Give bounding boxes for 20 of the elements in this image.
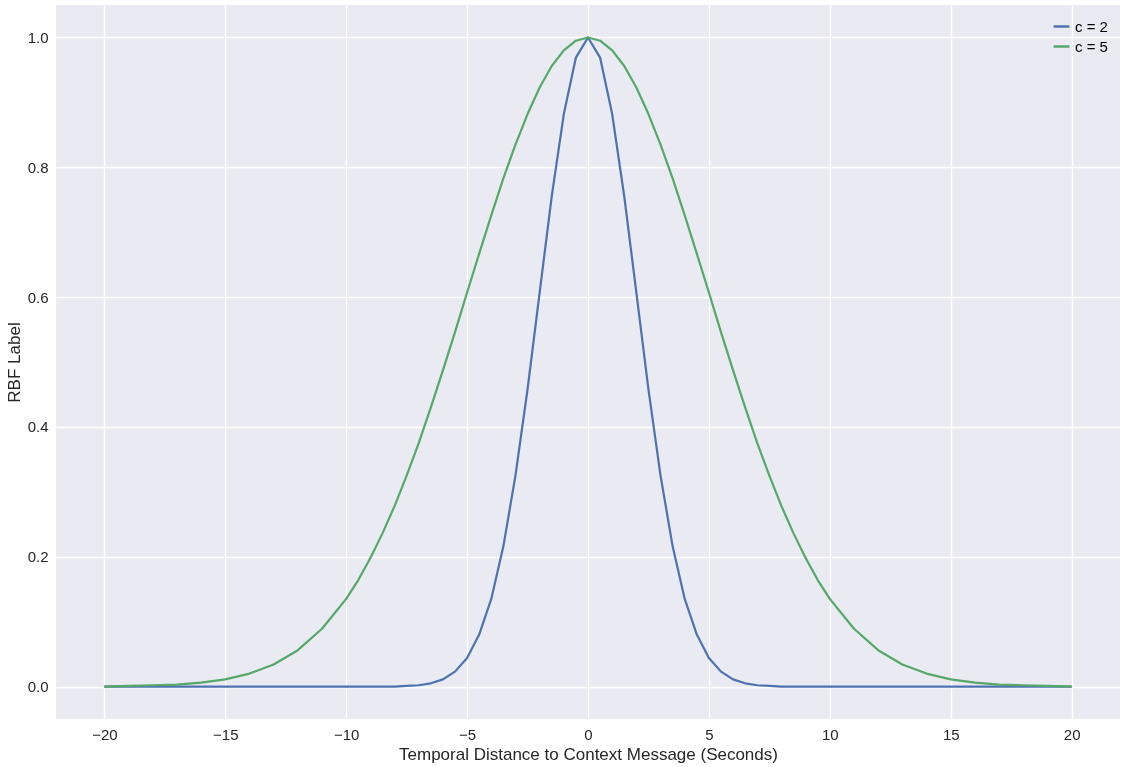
y-tick-label: 0.4 xyxy=(27,418,49,436)
legend-label: c = 2 xyxy=(1075,17,1108,35)
x-tick-label: −15 xyxy=(213,725,239,743)
y-tick-label: 1.0 xyxy=(27,28,49,46)
y-tick-label: 0.8 xyxy=(27,158,49,176)
x-tick-label: −5 xyxy=(459,725,477,743)
x-tick-label: 15 xyxy=(942,725,960,743)
y-tick-label: 0.2 xyxy=(27,548,49,566)
legend-label: c = 5 xyxy=(1075,37,1108,55)
y-axis-title: RBF Label xyxy=(4,322,24,403)
x-tick-label: 20 xyxy=(1063,725,1081,743)
y-tick-label: 0.0 xyxy=(27,678,49,696)
x-tick-label: −10 xyxy=(333,725,360,743)
x-tick-label: 10 xyxy=(821,725,839,743)
x-axis-title: Temporal Distance to Context Message (Seconds) xyxy=(399,744,778,764)
x-tick-label: 0 xyxy=(584,725,593,743)
line-series xyxy=(103,36,1073,688)
x-tick-label: −20 xyxy=(92,725,118,743)
y-tick-label: 0.6 xyxy=(27,288,49,306)
x-tick-label: 5 xyxy=(705,725,714,743)
